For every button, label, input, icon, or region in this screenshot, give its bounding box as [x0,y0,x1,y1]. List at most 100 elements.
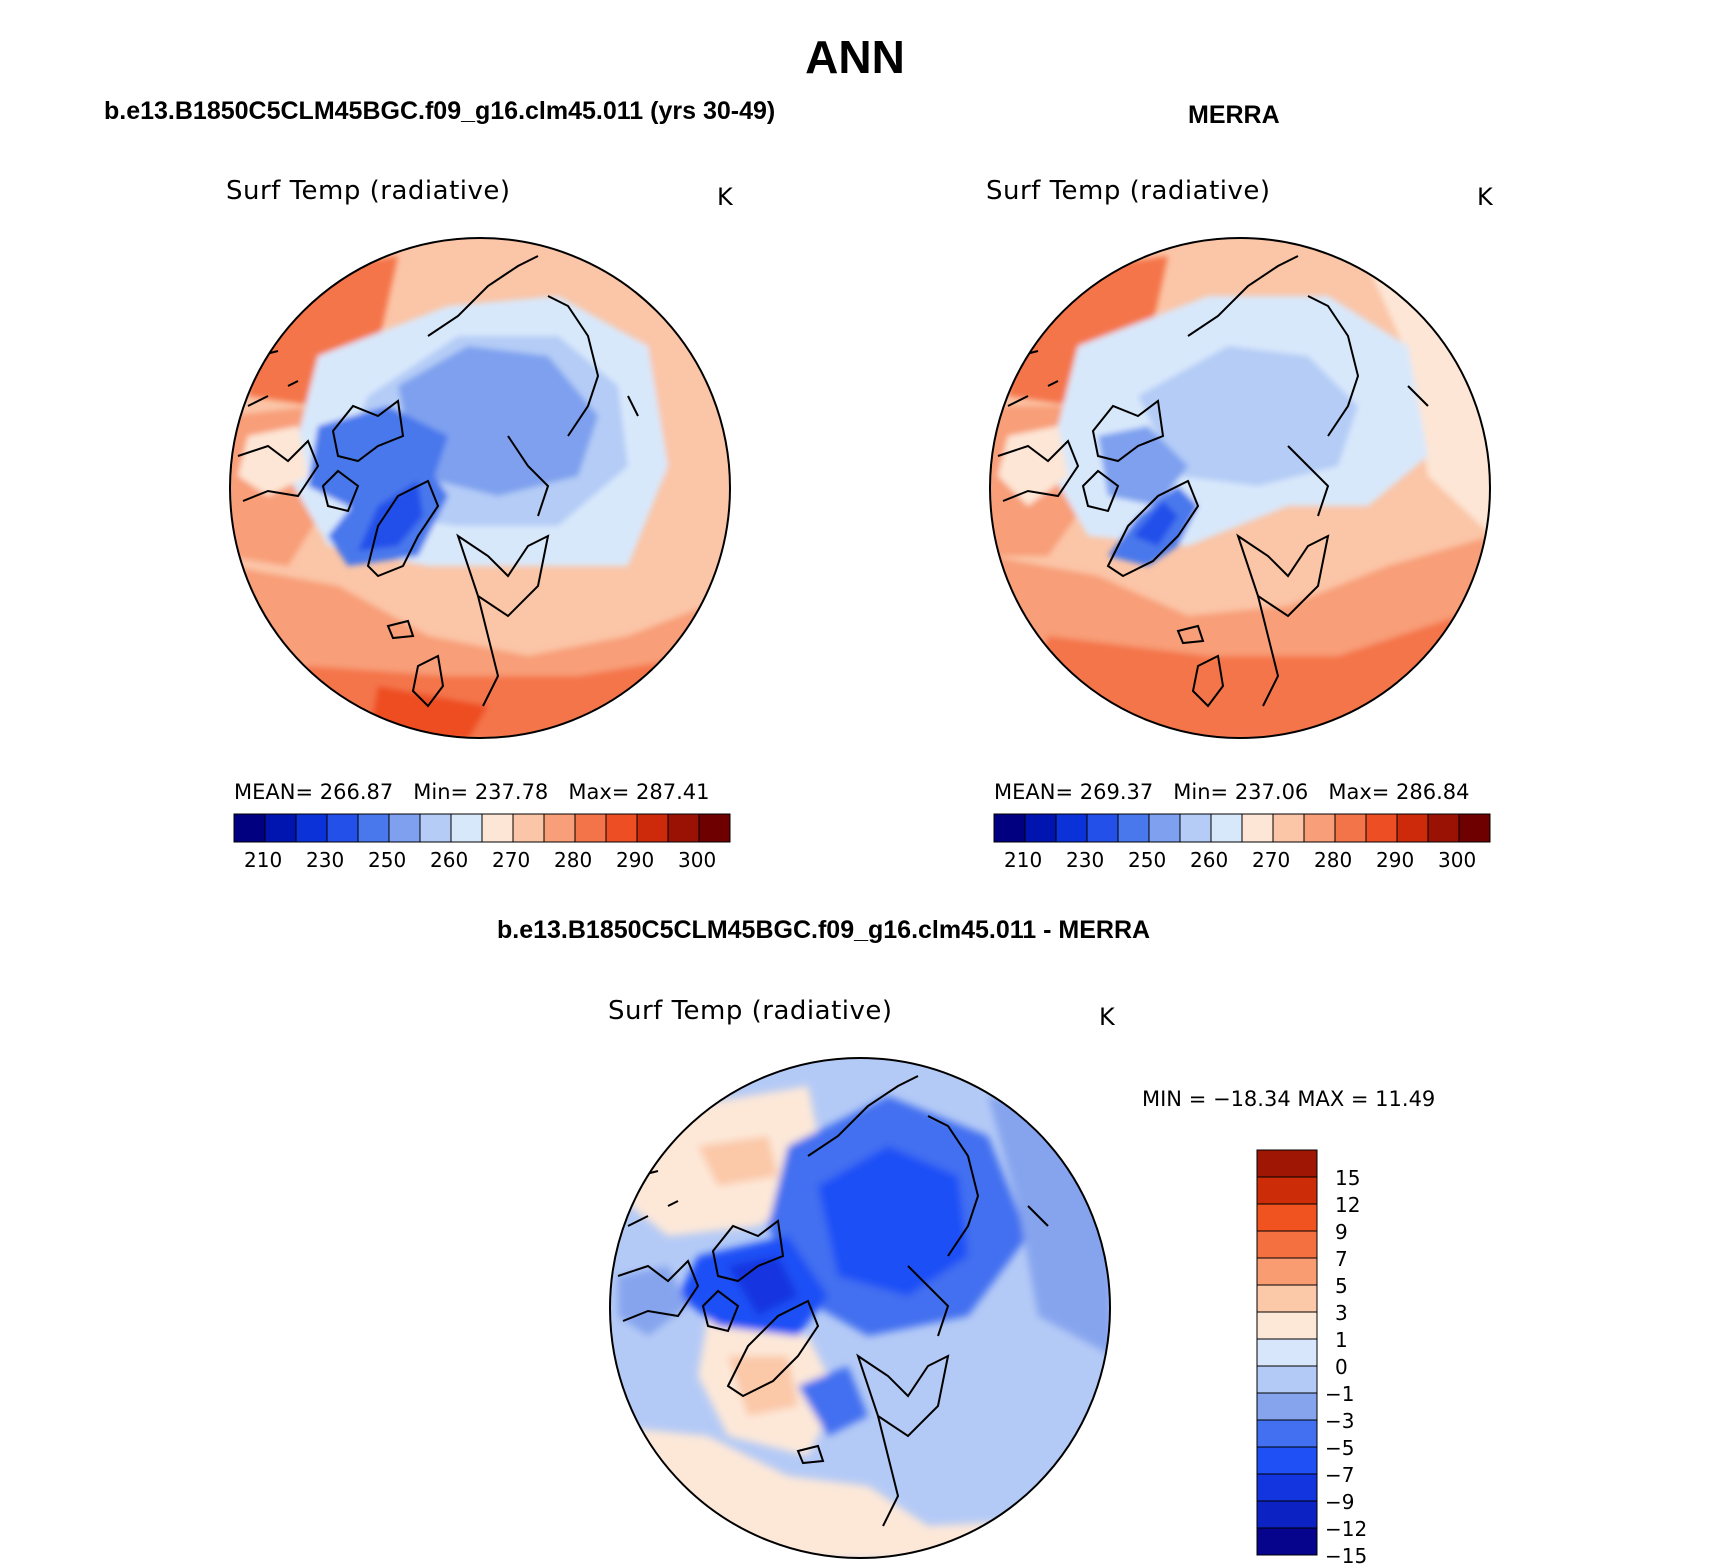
model-colorbar-box [605,813,638,843]
model-colorbar-tick: 270 [492,848,531,872]
obs-colorbar-box [1334,813,1367,843]
diff-colorbar-box [1256,1419,1318,1448]
model-colorbar-tick: 210 [244,848,283,872]
model-colorbar-box [264,813,297,843]
obs-colorbar-tick: 290 [1376,848,1415,872]
diff-colorbar-tick: −7 [1325,1463,1355,1487]
model-mean-label: MEAN= [234,780,314,804]
diff-colorbar-tick: −15 [1325,1544,1368,1568]
model-max: 287.41 [636,780,710,804]
main-title: ANN [805,31,905,83]
diff-colorbar-box [1256,1176,1318,1205]
diff-colorbar-box [1256,1365,1318,1394]
obs-field-archipelago [1098,426,1188,506]
diff-colorbar-tick: −12 [1325,1517,1368,1541]
obs-field-alaska [998,426,1068,506]
model-colorbar-tick: 290 [616,848,655,872]
diff-colorbar-labels: 15 12 9 7 5 3 1 0 −1 −3 −5 −7 −9 −12 −15 [1325,1150,1385,1568]
diff-colorbar-box [1256,1257,1318,1286]
obs-field-arctic [1138,346,1358,486]
obs-colorbar-tick: 260 [1190,848,1229,872]
diff-colorbar-box [1256,1500,1318,1529]
model-mean: 266.87 [319,780,394,804]
obs-field-greenland-core [1133,501,1178,546]
diff-colorbar-tick: −9 [1325,1490,1355,1514]
obs-units-label: K [1477,183,1493,211]
model-min-label: Min= [413,780,469,804]
diff-colorbar-tick: −3 [1325,1409,1355,1433]
obs-colorbar [993,813,1491,843]
model-colorbar-tick: 230 [306,848,345,872]
obs-colorbar-box [1210,813,1243,843]
diff-units-label: K [1099,1003,1115,1031]
obs-colorbar-box [1427,813,1460,843]
obs-min-label: Min= [1173,780,1229,804]
model-coastlines [237,255,639,708]
model-colorbar-box [636,813,669,843]
obs-colorbar-box [1272,813,1305,843]
diff-field-archipelago-core [728,1256,798,1316]
obs-colorbar-tick: 230 [1066,848,1105,872]
model-colorbar-box [543,813,576,843]
model-field-alaska [238,426,308,496]
diff-colorbar [1256,1149,1318,1556]
model-min: 237.78 [474,780,549,804]
diff-colorbar-box [1256,1311,1318,1340]
obs-map-border [989,237,1491,739]
diff-colorbar-box [1256,1203,1318,1232]
obs-colorbar-box [1148,813,1181,843]
diff-minmax: MIN = −18.34 MAX = 11.49 [1142,1087,1436,1111]
obs-min: 237.06 [1234,780,1309,804]
diff-colorbar-box [1256,1149,1318,1178]
model-colorbar-box [698,813,731,843]
model-map-border [229,237,731,739]
model-colorbar-box [233,813,266,843]
obs-panel-title: MERRA [1188,101,1280,129]
diff-colorbar-tick: 3 [1335,1301,1348,1325]
model-colorbar [233,813,731,843]
model-field-greenland-core [358,481,423,551]
obs-mean-label: MEAN= [994,780,1074,804]
obs-colorbar-tick: 270 [1252,848,1291,872]
model-polar-map [229,237,731,739]
diff-colorbar-box [1256,1338,1318,1367]
model-colorbar-box [450,813,483,843]
obs-colorbar-box [1024,813,1057,843]
diff-field-alaska [618,1266,688,1336]
diff-field-pacific-warm [698,1136,778,1186]
diff-colorbar-box [1256,1446,1318,1475]
diff-colorbar-tick: 1 [1335,1328,1348,1352]
diff-colorbar-tick: 7 [1335,1247,1348,1271]
obs-colorbar-tick: 250 [1128,848,1167,872]
model-colorbar-box [326,813,359,843]
obs-colorbar-box [1241,813,1274,843]
obs-stats: MEAN= 269.37 Min= 237.06 Max= 286.84 [994,780,1470,804]
diff-polar-map [609,1057,1111,1559]
model-colorbar-labels: 210 230 250 260 270 280 290 300 [234,848,730,874]
obs-colorbar-tick: 280 [1314,848,1353,872]
diff-colorbar-tick: 12 [1335,1193,1361,1217]
obs-max-label: Max= [1328,780,1390,804]
model-colorbar-box [512,813,545,843]
diff-variable-label: Surf Temp (radiative) [608,996,893,1026]
obs-colorbar-tick: 300 [1438,848,1477,872]
model-colorbar-box [481,813,514,843]
obs-colorbar-box [1117,813,1150,843]
model-colorbar-tick: 260 [430,848,469,872]
obs-colorbar-box [1179,813,1212,843]
diff-colorbar-tick: −1 [1325,1382,1355,1406]
diff-panel-title: b.e13.B1850C5CLM45BGC.f09_g16.clm45.011 … [497,916,1151,944]
model-stats: MEAN= 266.87 Min= 237.78 Max= 287.41 [234,780,710,804]
obs-colorbar-labels: 210 230 250 260 270 280 290 300 [994,848,1490,874]
model-colorbar-tick: 280 [554,848,593,872]
obs-variable-label: Surf Temp (radiative) [986,176,1271,206]
obs-colorbar-box [1055,813,1088,843]
obs-colorbar-box [1458,813,1491,843]
model-colorbar-box [574,813,607,843]
obs-colorbar-tick: 210 [1004,848,1043,872]
diff-colorbar-tick: 9 [1335,1220,1348,1244]
model-colorbar-box [419,813,452,843]
diff-colorbar-tick: 0 [1335,1355,1348,1379]
model-variable-label: Surf Temp (radiative) [226,176,511,206]
model-colorbar-box [388,813,421,843]
